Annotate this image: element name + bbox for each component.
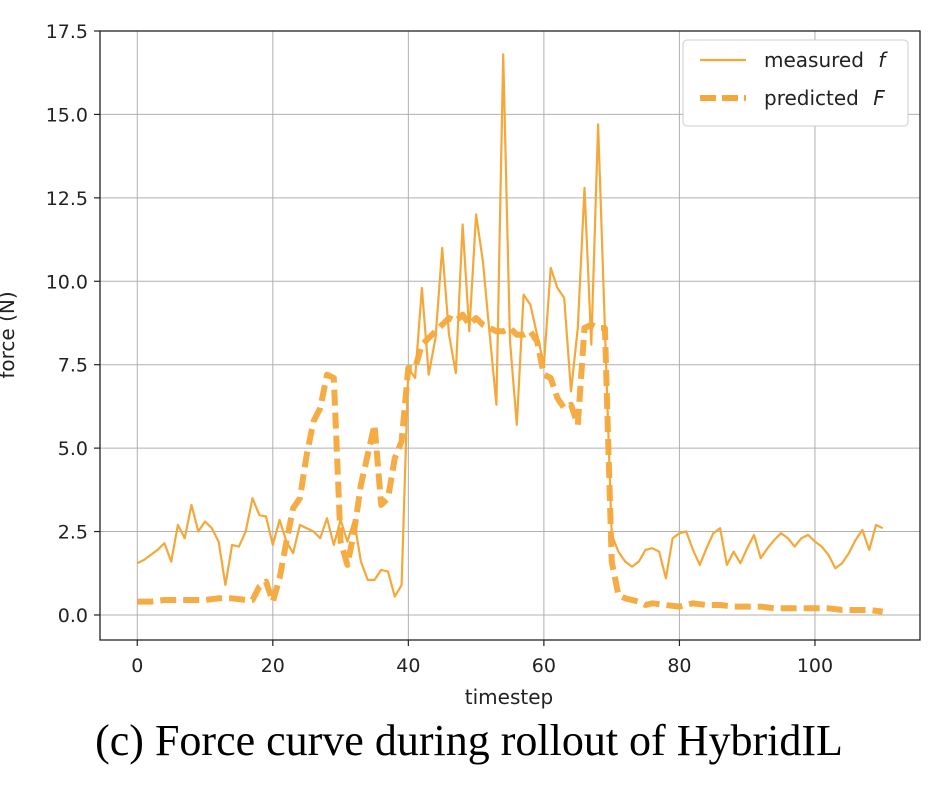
x-axis-label: timestep <box>465 685 553 709</box>
x-tick-label: 20 <box>261 655 285 677</box>
plot-frame <box>99 30 921 641</box>
x-tick-label: 80 <box>667 655 691 677</box>
x-tick-label: 0 <box>131 655 143 677</box>
x-axis-ticks: 0 20 40 60 80 100 <box>131 640 833 677</box>
y-tick-label: 5.0 <box>58 438 88 460</box>
force-chart: 0 20 40 60 80 100 0.0 2.5 5.0 7.5 10.0 12.5 15.0 17.… <box>0 21 921 709</box>
svg-text:predicted F: predicted F <box>764 86 885 110</box>
y-tick-label: 15.0 <box>46 104 88 126</box>
series-line-measured <box>136 53 884 598</box>
legend-symbol-predicted: F <box>873 86 885 110</box>
y-axis-ticks: 0.0 2.5 5.0 7.5 10.0 12.5 15.0 17.5 <box>46 21 100 627</box>
y-tick-label: 17.5 <box>46 21 88 43</box>
y-tick-label: 12.5 <box>46 188 88 210</box>
x-tick-label: 100 <box>797 655 833 677</box>
series-layer <box>136 53 884 615</box>
series-line-predicted <box>137 311 884 615</box>
legend-label-predicted: predicted <box>764 86 859 110</box>
y-tick-label: 2.5 <box>58 522 88 544</box>
y-tick-label: 7.5 <box>58 355 88 377</box>
svg-text:measured f: measured f <box>764 48 888 72</box>
legend-label-measured: measured <box>764 48 864 72</box>
legend-box <box>682 39 909 127</box>
y-tick-label: 0.0 <box>58 605 88 627</box>
figure-caption: (c) Force curve during rollout of Hybrid… <box>95 716 843 765</box>
legend: measured f predicted F <box>682 39 909 127</box>
y-tick-label: 10.0 <box>46 271 88 293</box>
legend-symbol-measured: f <box>878 48 888 72</box>
y-axis-label: force (N) <box>0 291 19 378</box>
x-tick-label: 40 <box>396 655 420 677</box>
x-tick-label: 60 <box>532 655 556 677</box>
